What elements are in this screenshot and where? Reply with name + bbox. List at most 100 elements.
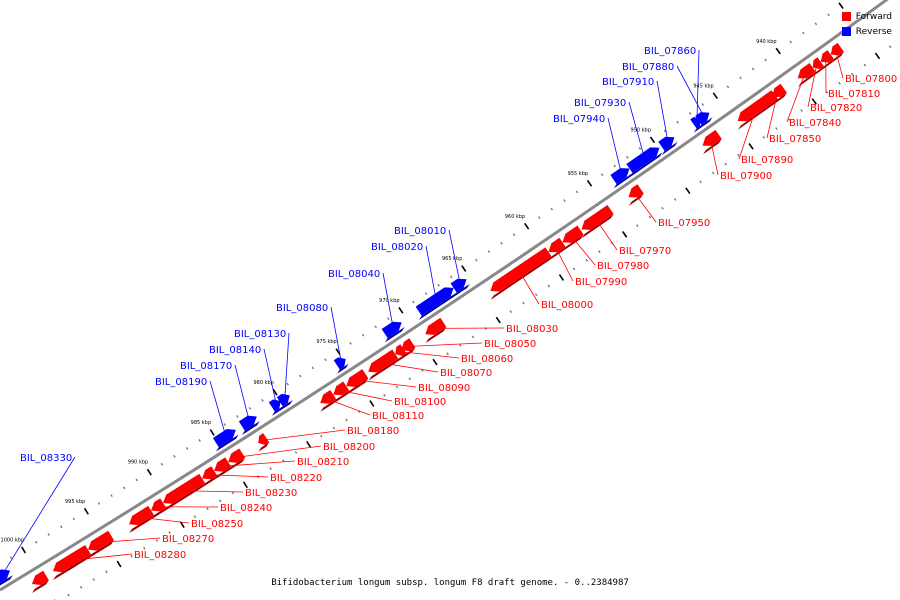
gene-bil-08240[interactable] <box>151 498 167 520</box>
gene-bil-08030[interactable] <box>425 317 447 344</box>
gene-label[interactable]: BIL_07970 <box>619 246 671 257</box>
gene-label[interactable]: BIL_08270 <box>162 534 214 545</box>
major-tick <box>649 136 656 144</box>
gene-label[interactable]: BIL_07910 <box>602 77 654 88</box>
gene-label[interactable]: BIL_07840 <box>789 118 841 129</box>
label-leader-line <box>221 460 296 467</box>
gene-shade <box>346 378 369 396</box>
gene-label[interactable]: BIL_08180 <box>347 426 399 437</box>
gene-label[interactable]: BIL_08140 <box>209 345 261 356</box>
gene-label[interactable]: BIL_07850 <box>769 134 821 145</box>
gene-bil-08060[interactable] <box>395 344 407 363</box>
gene-label[interactable]: BIL_08040 <box>328 269 380 280</box>
gene-label[interactable]: BIL_07860 <box>644 46 696 57</box>
gene-bil-08330[interactable] <box>0 569 13 589</box>
gene-bil-07950[interactable] <box>628 184 644 206</box>
gene-label[interactable]: BIL_08000 <box>541 300 593 311</box>
minor-tick <box>724 162 728 166</box>
gene-bil-08050[interactable] <box>401 338 416 359</box>
gene-bil-08090[interactable] <box>346 369 369 396</box>
gene-label[interactable]: BIL_08100 <box>394 397 446 408</box>
gene-bil-08280[interactable] <box>53 544 91 581</box>
gene-label[interactable]: BIL_07900 <box>720 171 772 182</box>
gene-bil-08270[interactable] <box>88 530 114 559</box>
label-leader-line <box>330 306 342 363</box>
gene-bil-07910[interactable] <box>658 136 678 156</box>
gene-shade <box>163 483 206 512</box>
gene-label[interactable]: BIL_07930 <box>574 98 626 109</box>
gene-bil-08180[interactable] <box>258 433 270 452</box>
gene-label[interactable]: BIL_08250 <box>191 519 243 530</box>
gene-bil-07940[interactable] <box>610 168 633 189</box>
gene-label[interactable]: BIL_08050 <box>484 339 536 350</box>
minor-tick <box>648 215 652 219</box>
gene-label[interactable]: BIL_07810 <box>828 89 880 100</box>
gene-bil-08220[interactable] <box>202 466 218 488</box>
gene-bil-08230[interactable] <box>163 473 206 512</box>
gene-label[interactable]: BIL_08080 <box>276 303 328 314</box>
gene-bil-08080[interactable] <box>333 357 349 374</box>
gene-bil-08170[interactable] <box>238 415 260 435</box>
gene-bil-08110[interactable] <box>320 389 337 412</box>
gene-label[interactable]: BIL_08210 <box>297 457 349 468</box>
gene-bil-07990[interactable] <box>548 237 566 261</box>
reverse-gene-block <box>276 393 290 407</box>
tick-label: 985 kbp <box>191 420 211 426</box>
gene-label[interactable]: BIL_07980 <box>597 261 649 272</box>
major-tick <box>811 98 817 105</box>
gene-extra[interactable] <box>31 570 49 593</box>
gene-label[interactable]: BIL_07950 <box>658 218 710 229</box>
gene-bil-08200[interactable] <box>228 448 246 471</box>
gene-bil-07970[interactable] <box>581 204 614 239</box>
gene-label[interactable]: BIL_07940 <box>553 114 605 125</box>
minor-tick <box>775 127 778 130</box>
minor-tick <box>863 63 867 67</box>
gene-bil-08000[interactable] <box>490 247 552 300</box>
gene-label[interactable]: BIL_08230 <box>245 488 297 499</box>
gene-bil-08140[interactable] <box>268 399 284 416</box>
gene-shade <box>258 442 270 452</box>
gene-label[interactable]: BIL_08240 <box>220 503 272 514</box>
gene-bil-08040[interactable] <box>381 321 405 343</box>
gene-bil-07880[interactable] <box>695 112 713 130</box>
gene-label[interactable]: BIL_07800 <box>845 74 897 85</box>
gene-bil-08250[interactable] <box>129 505 155 534</box>
gene-label[interactable]: BIL_08030 <box>506 324 558 335</box>
gene-bil-08190[interactable] <box>212 429 239 452</box>
gene-label[interactable]: BIL_08330 <box>20 453 72 464</box>
gene-label[interactable]: BIL_08090 <box>418 383 470 394</box>
gene-shade <box>425 326 447 344</box>
gene-label[interactable]: BIL_08190 <box>155 377 207 388</box>
gene-label[interactable]: BIL_08280 <box>134 550 186 561</box>
gene-label[interactable]: BIL_08060 <box>461 354 513 365</box>
gene-bil-08010[interactable] <box>450 278 470 297</box>
gene-label[interactable]: BIL_08010 <box>394 226 446 237</box>
gene-label[interactable]: BIL_07820 <box>810 103 862 114</box>
gene-bil-07980[interactable] <box>562 225 584 252</box>
gene-bil-07890[interactable] <box>737 90 778 130</box>
gene-label[interactable]: BIL_08220 <box>270 473 322 484</box>
gene-shade <box>738 99 778 130</box>
label-leader-line <box>696 49 700 122</box>
gene-bil-08020[interactable] <box>415 287 457 320</box>
gene-label[interactable]: BIL_08020 <box>371 242 423 253</box>
gene-bil-07840[interactable] <box>797 63 816 87</box>
gene-bil-07900[interactable] <box>702 129 722 155</box>
gene-bil-08130[interactable] <box>276 393 293 411</box>
gene-label[interactable]: BIL_08130 <box>234 329 286 340</box>
gene-label[interactable]: BIL_08070 <box>440 368 492 379</box>
gene-bil-08210[interactable] <box>214 457 232 480</box>
gene-bil-07820[interactable] <box>812 57 824 77</box>
gene-label[interactable]: BIL_08170 <box>180 361 232 372</box>
gene-bil-07810[interactable] <box>820 50 834 71</box>
minor-tick <box>500 241 503 245</box>
gene-label[interactable]: BIL_07890 <box>741 155 793 166</box>
major-tick <box>838 2 844 10</box>
gene-label[interactable]: BIL_08200 <box>323 442 375 453</box>
gene-bil-07930[interactable] <box>626 147 663 178</box>
gene-label[interactable]: BIL_08110 <box>372 411 424 422</box>
label-leader-line <box>448 229 461 284</box>
gene-label[interactable]: BIL_07990 <box>575 277 627 288</box>
label-leader-line <box>70 553 133 561</box>
gene-label[interactable]: BIL_07880 <box>622 62 674 73</box>
